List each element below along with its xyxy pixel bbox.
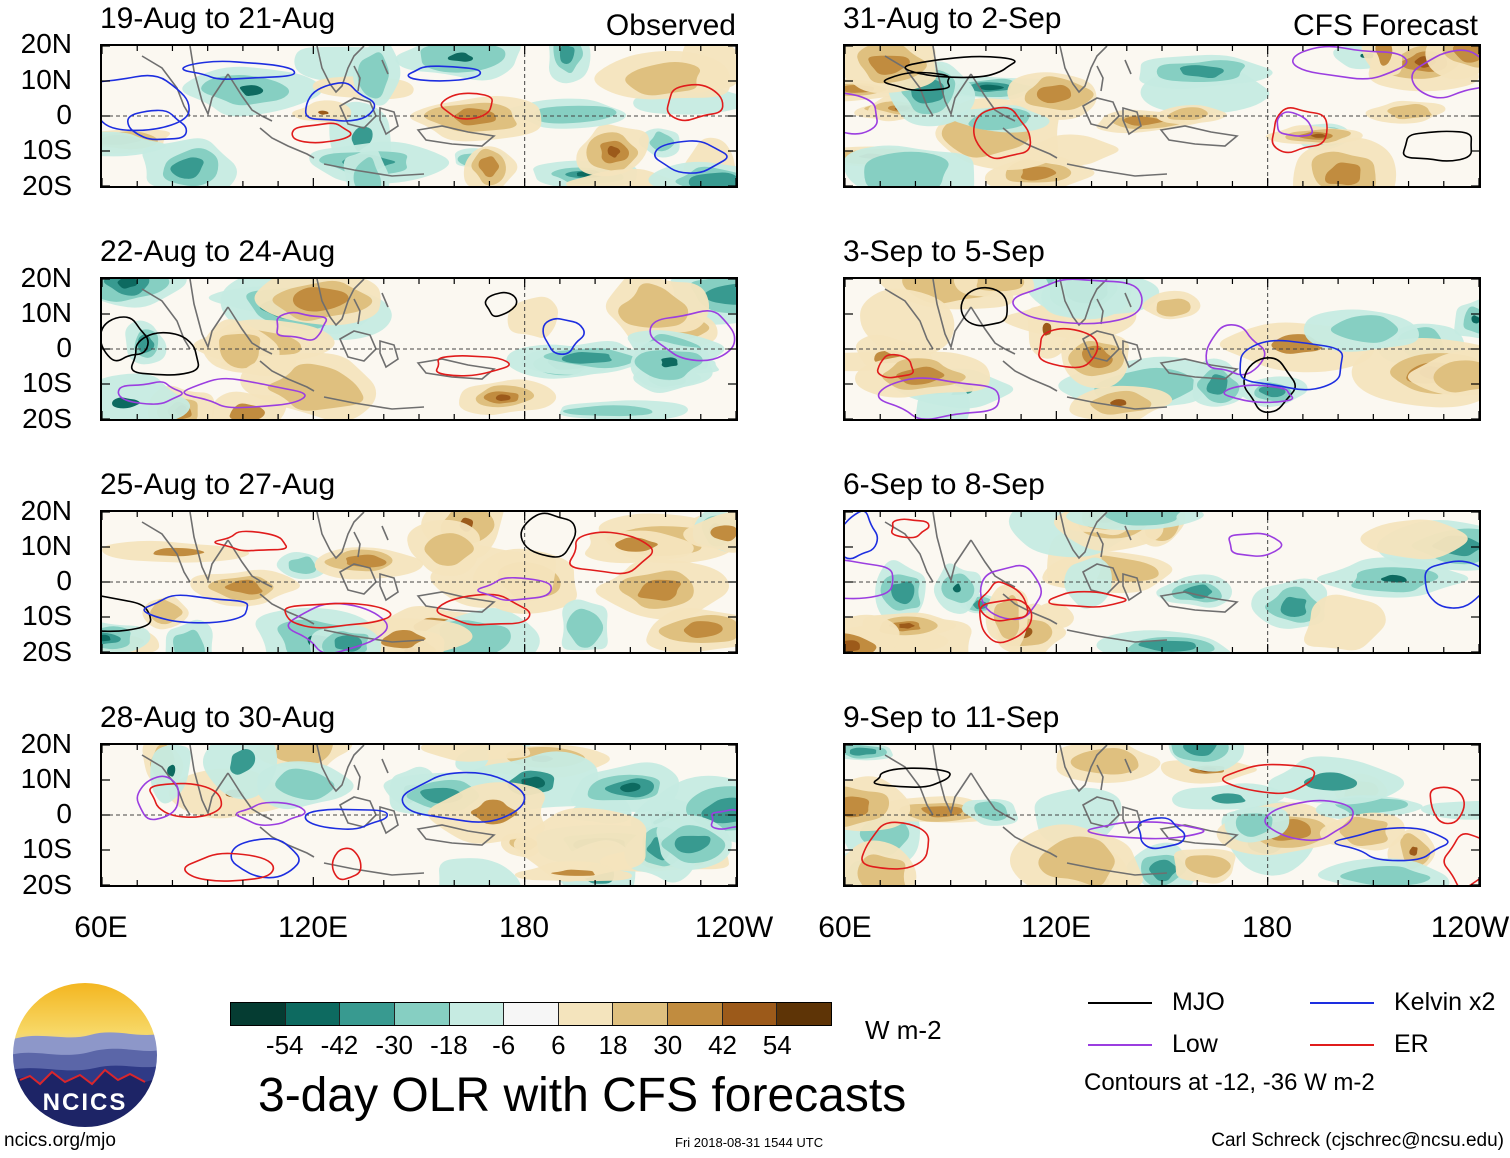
lat-label: 20N — [20, 262, 72, 293]
lon-label-left: 120W — [694, 911, 774, 944]
legend-label: ER — [1394, 1030, 1429, 1058]
map-panel-fcst-2 — [843, 277, 1481, 421]
olr-map — [845, 46, 1479, 186]
lon-label-left: 180 — [498, 911, 550, 944]
colorbar-tick-label: -6 — [492, 1030, 516, 1060]
lon-label-right: 60E — [818, 911, 872, 944]
panel-title-fcst-3: 6-Sep to 8-Sep — [843, 468, 1045, 501]
legend-label: MJO — [1172, 988, 1225, 1016]
map-panel-fcst-1 — [843, 44, 1481, 188]
lon-label-left: 60E — [74, 911, 128, 944]
lat-label: 20S — [22, 869, 72, 900]
colorbar-cell — [394, 1003, 450, 1025]
legend-line-kelvin — [1310, 1001, 1374, 1004]
footer-author: Carl Schreck (cjschrec@ncsu.edu) — [1211, 1130, 1504, 1151]
olr-map — [845, 745, 1479, 885]
olr-map — [845, 279, 1479, 419]
lon-label-right: 180 — [1241, 911, 1293, 944]
map-panel-fcst-4 — [843, 743, 1481, 887]
footer-url[interactable]: ncics.org/mjo — [4, 1130, 116, 1151]
logo-text: NCICS — [43, 1089, 128, 1116]
lat-label: 0 — [56, 798, 72, 829]
legend-low: Low — [1088, 1030, 1218, 1059]
olr-map — [102, 745, 736, 885]
lat-label: 20N — [20, 28, 72, 59]
lat-label: 10N — [20, 763, 72, 794]
legend-er: ER — [1310, 1030, 1429, 1059]
lon-label-right: 120W — [1430, 911, 1510, 944]
colorbar-tick-label: 6 — [551, 1030, 566, 1060]
olr-map — [102, 46, 736, 186]
lat-label: 10N — [20, 530, 72, 561]
lat-label: 10S — [22, 134, 72, 165]
lat-label: 20S — [22, 403, 72, 434]
legend-label: Kelvin x2 — [1394, 988, 1496, 1016]
colorbar-tick-label: 54 — [762, 1030, 792, 1060]
lat-label: 20S — [22, 170, 72, 201]
colorbar-cell — [449, 1003, 505, 1025]
contour-note: Contours at -12, -36 W m-2 — [1084, 1069, 1375, 1096]
map-panel-obs-2 — [100, 277, 738, 421]
colorbar-cell — [340, 1003, 395, 1025]
lat-label: 10S — [22, 367, 72, 398]
legend-line-er — [1310, 1043, 1374, 1046]
colorbar-tick-label: 42 — [708, 1030, 737, 1060]
colorbar-cell — [722, 1003, 778, 1025]
colorbar-tick-label: -42 — [320, 1030, 359, 1060]
lat-label: 10S — [22, 833, 72, 864]
panel-title-fcst-1: 31-Aug to 2-Sep — [843, 2, 1062, 35]
panel-title-obs-1: 19-Aug to 21-Aug — [100, 2, 336, 35]
map-panel-obs-4 — [100, 743, 738, 887]
colorbar-units: W m-2 — [865, 1015, 942, 1045]
colorbar-cell — [558, 1003, 614, 1025]
lon-label-left: 120E — [277, 911, 349, 944]
footer-timestamp: Fri 2018-08-31 1544 UTC — [675, 1135, 824, 1150]
colorbar — [230, 1002, 832, 1026]
olr-map — [102, 279, 736, 419]
colorbar-tick-label: -18 — [430, 1030, 468, 1060]
lat-label: 0 — [56, 332, 72, 363]
colorbar-cell — [285, 1003, 341, 1025]
colorbar-tick-label: -54 — [265, 1030, 304, 1060]
olr-map — [845, 512, 1479, 652]
panel-title-obs-4: 28-Aug to 30-Aug — [100, 701, 336, 734]
colorbar-cell — [777, 1003, 832, 1025]
ncics-logo: NCICS — [11, 981, 159, 1129]
observed-label: Observed — [605, 9, 736, 42]
legend-mjo: MJO — [1088, 988, 1225, 1017]
panel-title-obs-2: 22-Aug to 24-Aug — [100, 235, 336, 268]
legend-label: Low — [1172, 1030, 1218, 1058]
panel-title-obs-3: 25-Aug to 27-Aug — [100, 468, 336, 501]
colorbar-tick-label: -30 — [375, 1030, 413, 1060]
legend-kelvin: Kelvin x2 — [1310, 988, 1495, 1017]
colorbar-cell — [504, 1003, 559, 1025]
map-panel-fcst-3 — [843, 510, 1481, 654]
colorbar-cell — [613, 1003, 669, 1025]
legend-line-mjo — [1088, 1001, 1152, 1004]
panel-title-fcst-4: 9-Sep to 11-Sep — [843, 701, 1060, 734]
lat-label: 0 — [56, 99, 72, 130]
lon-label-right: 120E — [1020, 911, 1092, 944]
main-title: 3-day OLR with CFS forecasts — [258, 1069, 907, 1122]
lat-label: 20N — [20, 495, 72, 526]
map-panel-obs-1 — [100, 44, 738, 188]
lat-label: 10N — [20, 297, 72, 328]
colorbar-tick-label: 18 — [598, 1030, 628, 1060]
colorbar-tick-label: 30 — [653, 1030, 683, 1060]
panel-title-fcst-2: 3-Sep to 5-Sep — [843, 235, 1045, 268]
lat-label: 10N — [20, 64, 72, 95]
legend-line-low — [1088, 1043, 1152, 1046]
lat-label: 0 — [56, 565, 72, 596]
map-panel-obs-3 — [100, 510, 738, 654]
lat-label: 10S — [22, 600, 72, 631]
lat-label: 20S — [22, 636, 72, 667]
lat-label: 20N — [20, 728, 72, 759]
olr-map — [102, 512, 736, 652]
colorbar-cell — [231, 1003, 286, 1025]
colorbar-cell — [668, 1003, 723, 1025]
cfs-forecast-label: CFS Forecast — [1292, 9, 1478, 42]
